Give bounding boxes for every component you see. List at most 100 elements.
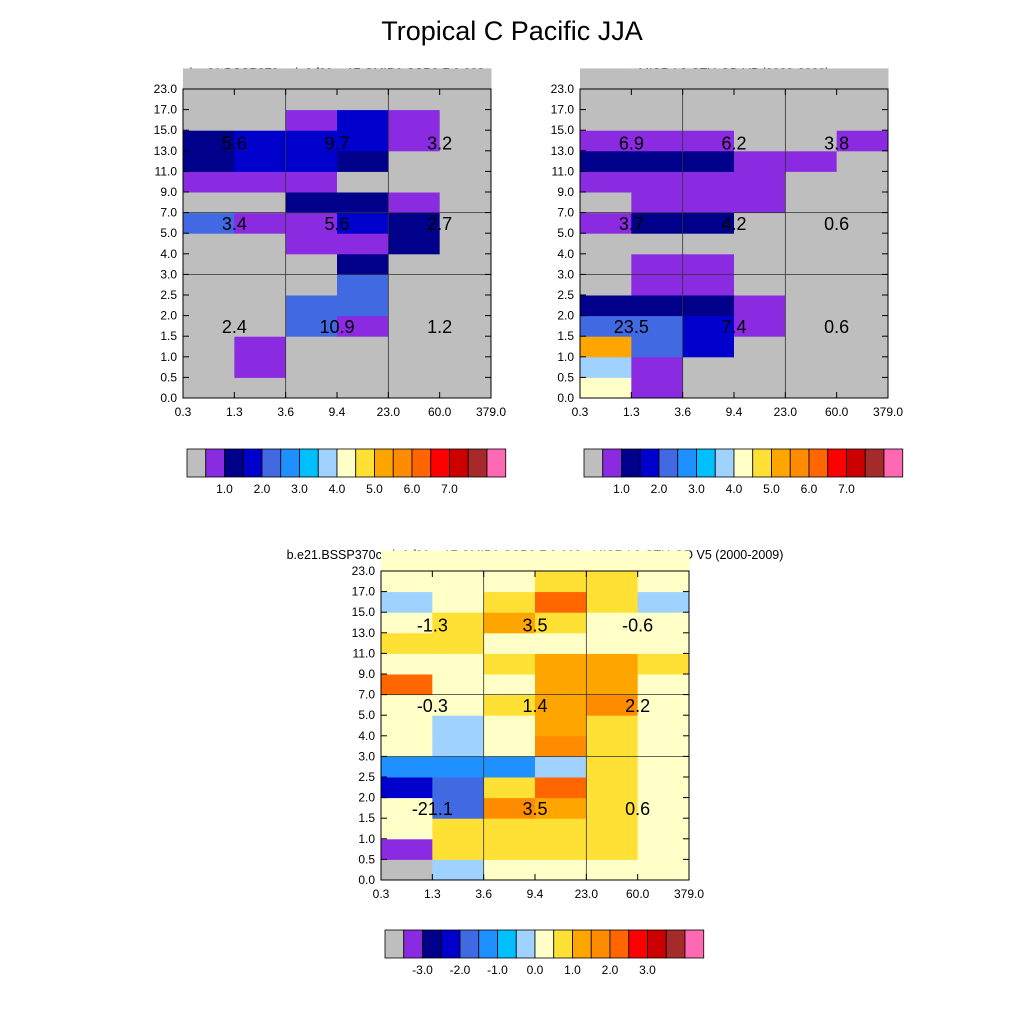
heatmap-cell xyxy=(631,336,684,358)
heatmap-cell xyxy=(535,674,587,696)
y-tick-label: 4.0 xyxy=(160,247,177,261)
cell-annotation: 6.9 xyxy=(619,134,644,154)
y-tick-label: 13.0 xyxy=(352,626,376,640)
colorbar-label: 5.0 xyxy=(763,482,780,496)
heatmap-cell xyxy=(734,109,786,131)
heatmap-cell xyxy=(285,130,338,152)
heatmap-cell xyxy=(734,356,786,378)
heatmap-cell xyxy=(388,233,441,255)
colorbar-swatch xyxy=(478,929,498,959)
y-tick-label: 1.0 xyxy=(160,350,177,364)
heatmap-cell xyxy=(682,377,735,399)
chart-model: b.e21.BSSP370cmip6.f09_g17.CMIP6-SSP3-7.… xyxy=(154,66,507,496)
heatmap-cell xyxy=(535,838,587,860)
heatmap-cell xyxy=(234,253,287,275)
heatmap-cell xyxy=(285,356,338,378)
heatmap-cell xyxy=(637,838,690,860)
heatmap-cell xyxy=(631,150,684,172)
colorbar-swatch xyxy=(497,929,517,959)
heatmap-cell xyxy=(483,550,536,572)
heatmap-cell xyxy=(535,715,587,737)
heatmap-cell xyxy=(381,756,433,778)
colorbar-swatch xyxy=(486,448,507,478)
heatmap-cell xyxy=(580,130,632,152)
colorbar-swatch xyxy=(430,448,450,478)
colorbar-swatch xyxy=(355,448,375,478)
colorbar-swatch xyxy=(392,448,413,478)
y-tick-label: 23.0 xyxy=(352,564,376,578)
heatmap-cell xyxy=(580,315,632,337)
heatmap-cell xyxy=(388,315,441,337)
heatmap-cell xyxy=(234,109,287,131)
colorbar-swatch xyxy=(459,929,480,959)
heatmap-cell xyxy=(337,274,389,296)
heatmap-cell xyxy=(432,859,485,881)
heatmap-cell xyxy=(836,356,889,378)
x-tick-label: 9.4 xyxy=(726,405,743,419)
colorbar-label: 3.0 xyxy=(291,482,308,496)
heatmap-cell xyxy=(580,68,632,90)
heatmap-cell xyxy=(439,377,492,399)
colorbar-swatch xyxy=(864,448,885,478)
heatmap-cell xyxy=(388,89,441,111)
colorbar-swatch xyxy=(714,448,735,478)
heatmap-cell xyxy=(432,818,485,840)
heatmap-cell xyxy=(682,68,735,90)
heatmap-cell xyxy=(586,591,639,613)
cell-annotation: 9.7 xyxy=(324,134,349,154)
heatmap-cell xyxy=(285,109,338,131)
heatmap-cell xyxy=(432,735,485,757)
heatmap-cell xyxy=(439,109,492,131)
heatmap-cell xyxy=(734,295,786,317)
x-tick-label: 60.0 xyxy=(825,405,849,419)
x-tick-label: 0.3 xyxy=(373,887,390,901)
y-tick-label: 5.0 xyxy=(358,708,375,722)
heatmap-cell xyxy=(285,89,338,111)
heatmap-cell xyxy=(785,109,838,131)
heatmap-cell xyxy=(337,377,389,399)
x-tick-label: 9.4 xyxy=(329,405,346,419)
heatmap-cell xyxy=(183,233,235,255)
heatmap-cell xyxy=(734,89,786,111)
x-tick-label: 60.0 xyxy=(626,887,650,901)
y-tick-label: 2.0 xyxy=(358,791,375,805)
heatmap-cell xyxy=(234,150,287,172)
colorbar-swatch xyxy=(336,448,357,478)
heatmap-cell xyxy=(285,295,338,317)
cell-annotation: 3.5 xyxy=(522,616,547,636)
heatmap-cell xyxy=(580,274,632,296)
heatmap-cell xyxy=(734,171,786,193)
heatmap-cell xyxy=(285,336,338,358)
colorbar-label: 0.0 xyxy=(527,963,544,977)
heatmap-cell xyxy=(637,571,690,593)
heatmap-cell xyxy=(586,632,639,654)
heatmap-cell xyxy=(836,212,889,234)
heatmap-cell xyxy=(234,336,287,358)
heatmap-cell xyxy=(337,171,389,193)
colorbar-label: -2.0 xyxy=(450,963,471,977)
colorbar-swatch xyxy=(467,448,488,478)
heatmap-cell xyxy=(586,653,639,675)
y-tick-label: 7.0 xyxy=(160,206,177,220)
colorbar-label: 6.0 xyxy=(404,482,421,496)
colorbar: 1.0 2.0 3.0 4.0 5.0 6.0 7.0 xyxy=(186,448,507,496)
heatmap-cell xyxy=(381,550,433,572)
y-tick-label: 0.0 xyxy=(557,391,574,405)
colorbar-swatch xyxy=(515,929,536,959)
y-tick-label: 5.0 xyxy=(160,226,177,240)
heatmap-cell xyxy=(337,253,389,275)
x-tick-label: 3.6 xyxy=(277,405,294,419)
heatmap-cell xyxy=(586,859,639,881)
heatmap-cell xyxy=(439,192,492,214)
heatmap-cell xyxy=(785,253,838,275)
heatmap-cell xyxy=(439,295,492,317)
colorbar-swatch xyxy=(628,929,648,959)
heatmap-cell xyxy=(734,315,786,337)
heatmap-cell xyxy=(836,171,889,193)
heatmap-cell xyxy=(432,571,485,593)
colorbar-swatch xyxy=(684,929,705,959)
heatmap-cell xyxy=(388,150,441,172)
heatmap-cell xyxy=(234,233,287,255)
heatmap-cell xyxy=(483,777,536,799)
heatmap-cell xyxy=(586,777,639,799)
